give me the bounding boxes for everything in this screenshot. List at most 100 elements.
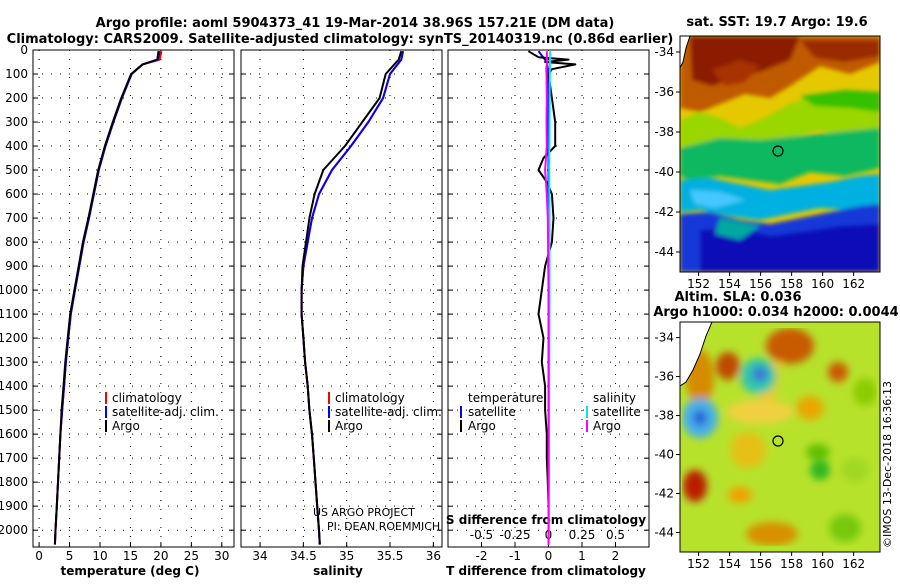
x-tick-label: 25 (184, 549, 199, 563)
legend-t-argo: Argo (468, 419, 496, 433)
depth-tick-label: 700 (5, 211, 28, 225)
temperature-legend: climatology satellite-adj. clim. Argo (105, 391, 219, 433)
temperature-tick-labels: 0 5 10 15 20 25 30 (35, 549, 229, 563)
series-line-satellite-adj-clim- (300, 51, 404, 545)
temperature-panel (32, 49, 235, 548)
sdiff-title: S difference from climatology (446, 513, 646, 527)
lon-tick-label: 160 (811, 557, 834, 571)
x-tick-label: 10 (92, 549, 107, 563)
x-tick-label: 0 (35, 549, 43, 563)
legend-satellite: satellite-adj. clim. (112, 405, 219, 419)
x-tick-label: 5 (66, 549, 74, 563)
sla-lat-labels: -34 -36 -38 -40 -42 -44 (654, 331, 680, 540)
salinity-tick-labels: 34 34.5 35 35.5 36 (252, 549, 441, 563)
depth-tick-label: 1100 (0, 307, 28, 321)
depth-tick-label: 1800 (0, 475, 28, 489)
lon-tick-label: 152 (687, 557, 710, 571)
temperature-grid (33, 49, 234, 547)
lon-tick-label: 154 (718, 557, 741, 571)
x-tick-label: 0 (545, 549, 553, 563)
depth-tick-label: 1600 (0, 427, 28, 441)
sla-map-title1: Altim. SLA: 0.036 (675, 290, 802, 305)
salinity-panel (240, 49, 443, 548)
sla-argo-location-marker (772, 435, 784, 447)
lon-tick-label: 156 (749, 277, 772, 291)
sdiff-tick-label: -0.5 (470, 528, 493, 542)
sla-map-title2: Argo h1000: 0.034 h2000: 0.0044 (653, 305, 898, 320)
lat-tick-label: -40 (654, 165, 674, 179)
lat-tick-label: -36 (654, 370, 674, 384)
legend-argo: Argo (335, 419, 363, 433)
lon-tick-label: 160 (811, 277, 834, 291)
legend-salinity-head: salinity (593, 391, 636, 405)
x-tick-label: -1 (509, 549, 521, 563)
title-line2: Climatology: CARS2009. Satellite-adjuste… (7, 32, 674, 47)
credit-project: US ARGO PROJECT (313, 506, 415, 519)
legend-temperature-head: temperature (468, 391, 543, 405)
title-line1: Argo profile: aoml 5904373_41 19-Mar-201… (96, 16, 615, 31)
lon-tick-label: 158 (780, 277, 803, 291)
temperature-xlabel: temperature (deg C) (61, 564, 200, 578)
sst-map-image (680, 36, 880, 272)
sst-lat-labels: -34 -36 -38 -40 -42 -44 (654, 45, 680, 259)
lon-tick-label: 162 (842, 277, 865, 291)
series-line-salinity-argo (544, 51, 550, 545)
lat-tick-label: -42 (654, 205, 674, 219)
x-tick-label: 35 (339, 549, 354, 563)
temperature-series (53, 50, 163, 545)
sdiff-tick-label: 0.5 (606, 528, 625, 542)
depth-tick-label: 1200 (0, 331, 28, 345)
sdiff-tick-labels: -0.5 -0.25 0 0.25 0.5 (470, 528, 625, 542)
lat-tick-label: -34 (654, 45, 674, 59)
footer-copyright: ©IMOS 13-Dec-2018 16:36:13 (881, 381, 894, 548)
sst-lon-labels: 152 154 156 158 160 162 (687, 272, 865, 291)
x-tick-label: 34.5 (290, 549, 317, 563)
salinity-series (300, 50, 404, 545)
lat-tick-label: -38 (654, 409, 674, 423)
depth-tick-label: 300 (5, 115, 28, 129)
x-tick-label: 36 (426, 549, 441, 563)
x-tick-label: 34 (252, 549, 267, 563)
lon-tick-label: 162 (842, 557, 865, 571)
sst-map-frame (679, 35, 881, 273)
depth-tick-label: 1300 (0, 355, 28, 369)
salinity-legend: climatology satellite-adj. clim. Argo (328, 391, 442, 433)
series-line-temperature-argo (527, 50, 577, 545)
legend-climatology: climatology (335, 391, 405, 405)
lon-tick-label: 158 (780, 557, 803, 571)
depth-tick-label: 400 (5, 139, 28, 153)
depth-tick-label: 1900 (0, 499, 28, 513)
depth-tick-label: 2000 (0, 523, 28, 537)
legend-climatology: climatology (112, 391, 182, 405)
x-tick-label: 35.5 (377, 549, 404, 563)
depth-tick-label: 500 (5, 163, 28, 177)
tdiff-xlabel: T difference from climatology (446, 564, 646, 578)
x-tick-label: -2 (476, 549, 488, 563)
x-tick-label: 2 (612, 549, 620, 563)
x-tick-label: 30 (214, 549, 229, 563)
salinity-grid (241, 49, 442, 547)
series-line-argo (300, 50, 403, 545)
depth-tick-label: 200 (5, 91, 28, 105)
lat-tick-label: -36 (654, 85, 674, 99)
sla-map-frame (679, 321, 881, 553)
legend-s-satellite: satellite (593, 405, 641, 419)
legend-s-argo: Argo (593, 419, 621, 433)
lon-tick-label: 156 (749, 557, 772, 571)
tdiff-tick-labels: -2 -1 0 1 2 (476, 549, 620, 563)
series-line-argo (53, 51, 160, 545)
sla-map-image (680, 322, 880, 552)
lat-tick-label: -34 (654, 331, 674, 345)
sla-lon-labels: 152 154 156 158 160 162 (687, 552, 865, 571)
salinity-xlabel: salinity (313, 564, 363, 578)
credit-pi: PI: DEAN ROEMMICH (327, 520, 440, 533)
depth-tick-label: 0 (20, 43, 28, 57)
depth-tick-label: 1000 (0, 283, 28, 297)
series-line-climatology (53, 50, 163, 545)
depth-tick-label: 600 (5, 187, 28, 201)
depth-tick-label: 1500 (0, 403, 28, 417)
lat-tick-label: -38 (654, 125, 674, 139)
depth-tick-label: 1400 (0, 379, 28, 393)
x-tick-label: 1 (578, 549, 586, 563)
